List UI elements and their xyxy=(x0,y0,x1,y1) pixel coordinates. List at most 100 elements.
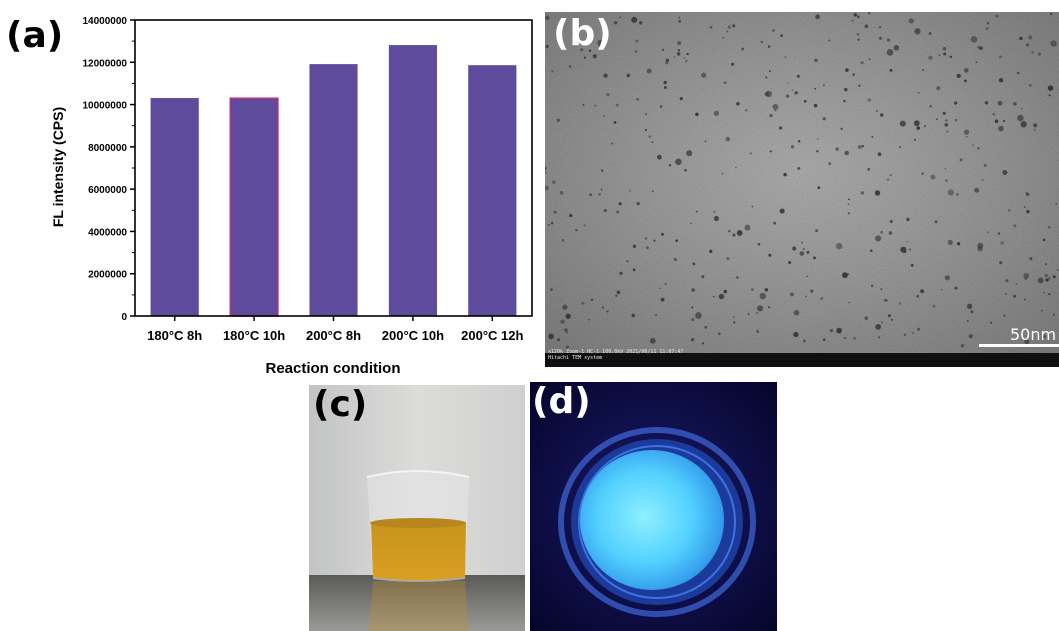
nanoparticle xyxy=(744,224,751,231)
nanoparticle xyxy=(751,205,754,208)
nanoparticle xyxy=(675,239,679,243)
nanoparticle xyxy=(691,318,695,321)
y-tick-label-3: 6000000 xyxy=(88,185,127,196)
nanoparticle xyxy=(888,314,891,317)
nanoparticle xyxy=(875,323,882,330)
nanoparticle xyxy=(875,109,878,112)
nanoparticle xyxy=(917,327,920,331)
nanoparticle xyxy=(947,239,953,245)
nanoparticle xyxy=(856,33,859,36)
nanoparticle xyxy=(726,257,730,261)
nanoparticle xyxy=(597,39,604,47)
nanoparticle xyxy=(577,39,580,42)
nanoparticle xyxy=(860,61,864,65)
nanoparticle xyxy=(848,198,850,201)
fl-intensity-bar-chart: 180°C 8h 180°C 10h 200°C 8h 200°C 10h 200°C … xyxy=(50,16,533,377)
nanoparticle xyxy=(769,150,772,153)
nanoparticle xyxy=(631,313,635,318)
nanoparticle xyxy=(1026,43,1029,47)
nanoparticle xyxy=(701,275,705,279)
nanoparticle xyxy=(561,239,565,242)
nanoparticle xyxy=(679,96,683,101)
nanoparticle xyxy=(712,295,715,298)
nanoparticle xyxy=(906,217,910,222)
nanoparticle xyxy=(568,65,572,68)
nanoparticle xyxy=(648,135,652,138)
nanoparticle xyxy=(932,304,936,308)
nanoparticle xyxy=(835,242,843,250)
nanoparticle xyxy=(1036,331,1040,335)
nanoparticle xyxy=(545,44,549,49)
nanoparticle xyxy=(879,113,884,117)
nanoparticle xyxy=(677,41,682,46)
nanoparticle xyxy=(890,318,893,321)
nanoparticle xyxy=(1049,12,1053,16)
nanoparticle xyxy=(906,240,909,243)
nanoparticle xyxy=(921,172,924,175)
nanoparticle xyxy=(851,19,854,22)
nanoparticle xyxy=(845,68,849,72)
nanoparticle xyxy=(747,313,750,316)
nanoparticle xyxy=(545,15,550,21)
nanoparticle xyxy=(788,261,792,264)
nanoparticle xyxy=(957,242,961,246)
nanoparticle xyxy=(1019,36,1023,41)
nanoparticle xyxy=(732,233,736,237)
nanoparticle xyxy=(749,152,753,155)
nanoparticle xyxy=(588,49,592,52)
nanoparticle xyxy=(1050,40,1057,47)
nanoparticle xyxy=(946,130,949,133)
y-tick-label-6: 12000000 xyxy=(83,58,128,69)
nanoparticle xyxy=(678,19,682,23)
nanoparticle xyxy=(725,136,731,142)
nanoparticle xyxy=(603,115,605,117)
nanoparticle xyxy=(864,24,869,29)
nanoparticle xyxy=(944,275,950,281)
nanoparticle xyxy=(963,79,967,83)
nanoparticle xyxy=(660,232,665,236)
nanoparticle xyxy=(764,91,770,97)
nanoparticle xyxy=(1020,121,1027,128)
nanoparticle xyxy=(662,48,665,51)
nanoparticle xyxy=(548,333,555,340)
nanoparticle xyxy=(802,247,805,251)
nanoparticle xyxy=(843,99,846,103)
beaker-photo xyxy=(309,385,525,631)
nanoparticle xyxy=(823,84,825,87)
nanoparticle xyxy=(768,253,772,257)
nanoparticle xyxy=(997,232,1001,235)
nanoparticle xyxy=(1013,102,1017,106)
nanoparticle xyxy=(965,135,968,138)
nanoparticle xyxy=(797,140,801,143)
tem-caption-line2: Hitachi TEM system xyxy=(548,355,603,361)
nanoparticle xyxy=(660,297,665,302)
nanoparticle xyxy=(1023,206,1026,208)
nanoparticle xyxy=(704,325,708,329)
nanoparticle xyxy=(1047,85,1054,91)
nanoparticle xyxy=(820,297,824,301)
nanoparticle xyxy=(868,12,871,15)
bar-3 xyxy=(309,64,358,317)
nanoparticle xyxy=(757,243,761,246)
nanoparticle xyxy=(1029,257,1033,261)
nanoparticle xyxy=(847,273,850,276)
nanoparticle xyxy=(868,58,871,61)
nanoparticle xyxy=(589,193,592,197)
y-tick-label-4: 8000000 xyxy=(88,143,127,154)
nanoparticle xyxy=(999,55,1002,59)
nanoparticle xyxy=(864,316,869,320)
nanoparticle xyxy=(553,210,557,214)
nanoparticle xyxy=(583,224,586,227)
nanoparticle xyxy=(683,57,686,59)
nanoparticle xyxy=(704,140,707,143)
nanoparticle xyxy=(886,38,891,42)
scale-bar xyxy=(979,344,1059,347)
nanoparticle xyxy=(689,222,692,225)
nanoparticle xyxy=(794,91,798,95)
nanoparticle xyxy=(984,101,989,105)
bar-4 xyxy=(388,45,437,317)
nanoparticle xyxy=(916,126,920,130)
nanoparticle xyxy=(997,100,1003,106)
nanoparticle xyxy=(916,295,920,298)
nanoparticle xyxy=(829,328,834,333)
